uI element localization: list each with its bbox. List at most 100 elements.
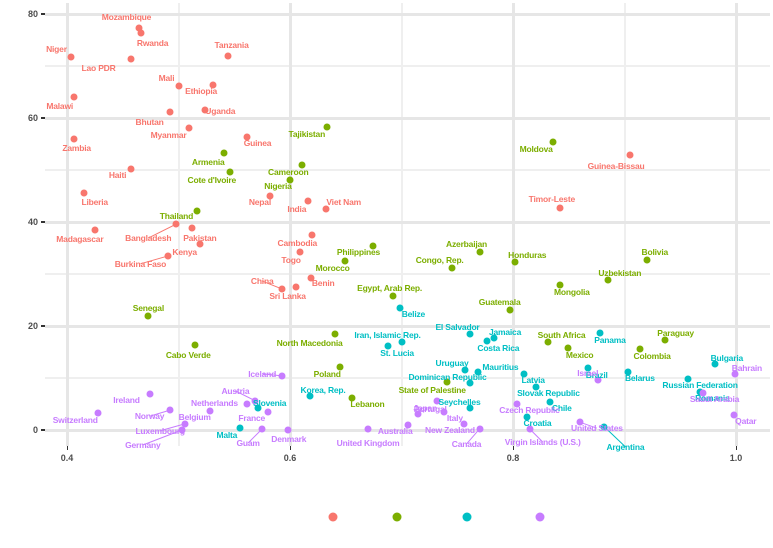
point-label: Mali xyxy=(158,72,175,83)
point-label: Morocco xyxy=(315,263,350,273)
gridline-minor-h xyxy=(45,169,770,171)
leader-line xyxy=(148,223,177,239)
y-tick-mark xyxy=(41,221,45,223)
point-label: Panama xyxy=(594,334,626,345)
data-point xyxy=(258,425,266,433)
point-label: Bangladesh xyxy=(125,233,172,244)
data-point xyxy=(474,368,482,376)
point-label: Mongolia xyxy=(553,286,590,297)
gridline-major-h xyxy=(45,116,770,120)
data-point xyxy=(178,426,186,434)
x-tick-label: 0.4 xyxy=(60,453,74,463)
point-label: Mauritius xyxy=(482,361,519,372)
point-label: Togo xyxy=(281,255,301,266)
point-label: Egypt, Arab Rep. xyxy=(357,282,423,293)
data-point xyxy=(331,330,339,338)
point-label: Denmark xyxy=(271,434,307,444)
data-point xyxy=(146,390,153,398)
data-point xyxy=(201,106,209,114)
x-tick-mark xyxy=(512,446,514,450)
data-point xyxy=(91,226,99,234)
point-label: Iran, Islamic Rep. xyxy=(354,330,421,341)
point-label: Iceland xyxy=(248,368,277,379)
y-tick-label: 20 xyxy=(27,321,38,331)
data-point xyxy=(576,418,584,426)
point-label: North Macedonia xyxy=(276,337,343,348)
data-point xyxy=(730,411,738,419)
point-label: Mexico xyxy=(565,349,594,360)
point-label: Switzerland xyxy=(52,414,98,425)
data-point xyxy=(304,197,312,205)
point-label: Latvia xyxy=(521,374,545,385)
data-point xyxy=(226,168,234,176)
data-point xyxy=(341,257,349,265)
data-point xyxy=(251,397,259,405)
point-label: Malawi xyxy=(46,101,74,112)
data-point xyxy=(466,330,473,338)
data-point xyxy=(172,220,180,228)
point-label: South Africa xyxy=(537,330,586,341)
point-label: Timor-Leste xyxy=(528,193,575,204)
data-point xyxy=(476,425,484,433)
x-tick-label: 0.6 xyxy=(283,453,297,463)
point-label: Congo, Rep. xyxy=(415,254,464,265)
point-label: Zambia xyxy=(62,142,91,153)
gridline-major-h xyxy=(45,220,770,224)
data-point xyxy=(144,312,152,320)
data-point xyxy=(661,336,669,344)
point-label: Italy xyxy=(446,412,463,423)
point-label: Armenia xyxy=(191,156,225,167)
data-point xyxy=(70,135,78,143)
data-point xyxy=(532,383,540,391)
leader-line xyxy=(142,429,183,446)
point-label: China xyxy=(250,276,274,287)
point-label: Sri Lanka xyxy=(269,291,306,301)
point-label: Chile xyxy=(551,402,572,413)
data-point xyxy=(414,410,422,418)
point-label: Myanmar xyxy=(150,129,187,140)
point-label: Lebanon xyxy=(350,398,385,409)
point-label: Mozambique xyxy=(101,12,152,23)
point-label: Tanzania xyxy=(214,40,249,51)
point-label: Dominican Republic xyxy=(408,372,487,383)
legend-dot xyxy=(535,512,545,522)
point-label: Qatar xyxy=(735,415,757,426)
data-point xyxy=(336,363,344,371)
data-point xyxy=(166,108,174,116)
data-point xyxy=(596,329,604,337)
y-tick-mark xyxy=(41,13,45,15)
gridline-major-v xyxy=(734,3,738,446)
leader-line xyxy=(160,423,186,432)
data-point xyxy=(636,345,644,353)
gridline-major-h xyxy=(45,12,770,16)
data-point xyxy=(306,392,314,400)
gridline-minor-h xyxy=(45,377,770,379)
point-label: Guinea xyxy=(243,138,272,149)
point-label: Tajikistan xyxy=(288,128,326,139)
data-point xyxy=(526,425,534,433)
data-point xyxy=(298,161,306,169)
point-label: Belgium xyxy=(178,411,211,422)
point-label: Cabo Verde xyxy=(165,350,211,361)
point-label: Paraguay xyxy=(657,328,694,339)
data-point xyxy=(389,292,397,300)
data-point xyxy=(506,306,514,314)
point-label: Slovenia xyxy=(252,398,287,409)
point-label: Romania xyxy=(695,393,730,404)
point-label: Madagascar xyxy=(56,233,104,244)
point-label: India xyxy=(287,204,307,215)
data-point xyxy=(711,360,719,368)
y-tick-label: 60 xyxy=(27,113,38,123)
point-label: Argentina xyxy=(606,441,645,452)
x-tick-label: 1.0 xyxy=(729,453,743,463)
point-label: St. Lucia xyxy=(380,347,414,358)
data-point xyxy=(384,342,392,350)
point-label: Uruguay xyxy=(435,358,469,369)
point-label: Azerbaijan xyxy=(446,239,488,250)
data-point xyxy=(443,378,451,386)
data-point xyxy=(594,376,602,384)
point-label: Philippines xyxy=(336,246,381,257)
point-label: Russian Federation xyxy=(662,380,738,391)
data-point xyxy=(127,165,135,173)
